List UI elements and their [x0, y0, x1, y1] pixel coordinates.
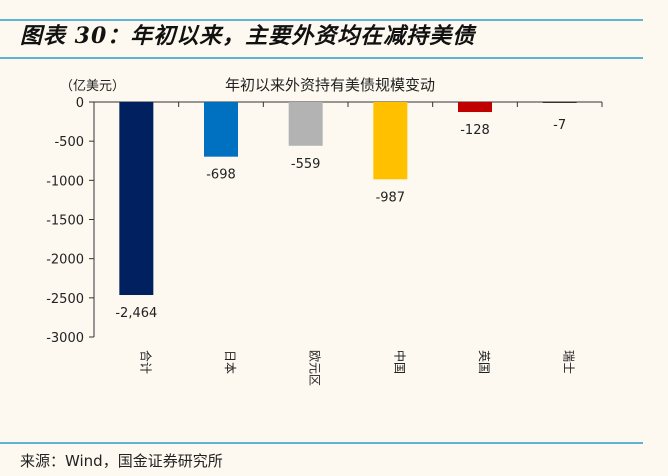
x-category-label: 欧元区: [308, 350, 322, 386]
figure-title: 图表 30：年初以来，主要外资均在减持美债: [20, 23, 476, 49]
source-note: 来源：Wind，国金证券研究所: [20, 452, 223, 470]
data-label: -698: [206, 168, 236, 183]
y-tick-label: -1500: [46, 214, 84, 229]
bar-4: [458, 102, 492, 113]
data-label: -7: [553, 118, 566, 133]
bar-5: [542, 102, 577, 103]
x-category-label: 日本: [223, 350, 237, 374]
y-tick-label: -3000: [46, 331, 84, 346]
bottom-rule: [0, 442, 643, 444]
y-tick-label: -1000: [46, 174, 84, 189]
y-tick-label: -2000: [46, 253, 84, 268]
bar-1: [204, 102, 238, 157]
x-category-label: 瑞士: [562, 350, 576, 374]
top-rule: [0, 19, 643, 21]
data-label: -2,464: [115, 306, 157, 321]
y-tick-label: -2500: [46, 292, 84, 307]
x-category-label: 合计: [138, 350, 153, 374]
y-axis-unit: （亿美元）: [60, 79, 125, 94]
bar-3: [373, 102, 408, 180]
data-label: -128: [460, 123, 490, 138]
y-tick-label: -500: [54, 135, 84, 150]
title-rule: [0, 57, 643, 59]
data-label: -559: [291, 157, 321, 172]
x-category-label: 中国: [392, 350, 407, 374]
y-tick-label: 0: [76, 96, 84, 111]
bar-0: [119, 102, 154, 296]
data-label: -987: [376, 190, 406, 205]
bar-2: [288, 102, 323, 146]
chart-title: 年初以来外资持有美债规模变动: [225, 76, 435, 94]
x-category-label: 英国: [477, 350, 491, 374]
